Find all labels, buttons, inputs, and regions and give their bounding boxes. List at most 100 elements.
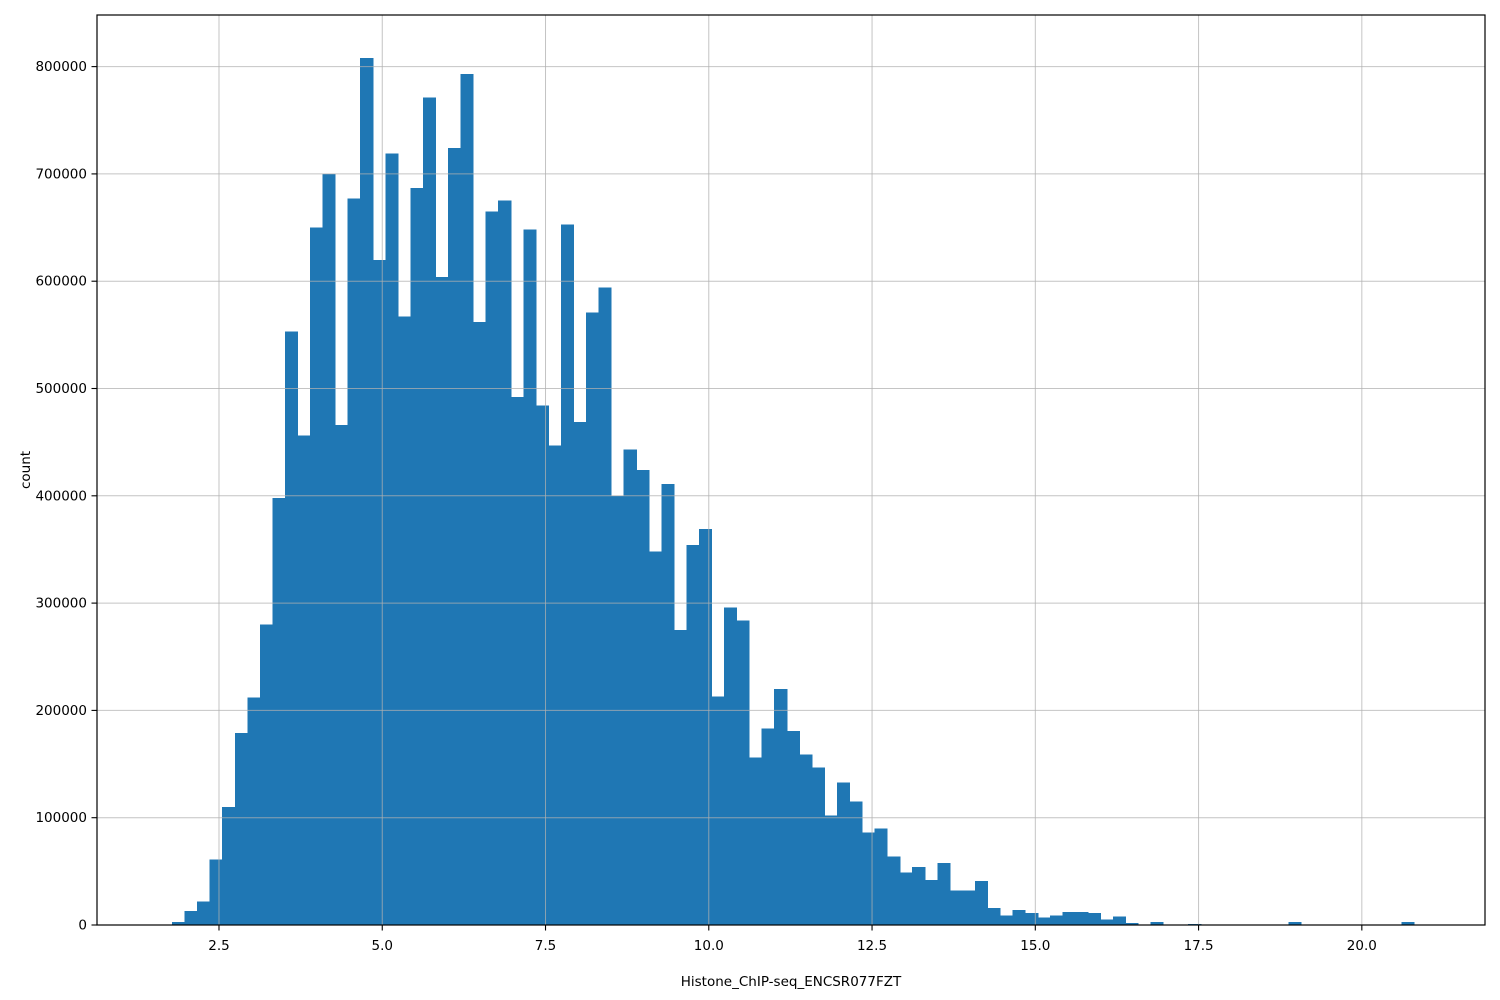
y-tick-label: 300000 xyxy=(35,596,87,612)
histogram-bar xyxy=(310,227,324,925)
histogram-bar xyxy=(322,173,336,925)
x-tick-label: 2.5 xyxy=(208,938,229,954)
histogram-bar xyxy=(510,397,524,926)
y-tick-label: 200000 xyxy=(35,703,87,719)
x-axis-label: Histone_ChIP-seq_ENCSR077FZT xyxy=(681,974,902,990)
histogram-bar xyxy=(874,828,888,925)
histogram-bar xyxy=(1050,915,1064,925)
histogram-bar xyxy=(799,754,813,925)
histogram-bar xyxy=(1288,921,1302,925)
histogram-bar xyxy=(974,881,989,925)
histogram-bar xyxy=(636,470,650,925)
histogram-bar xyxy=(1075,912,1089,925)
x-tick-label: 17.5 xyxy=(1184,938,1214,954)
histogram-bar xyxy=(862,832,876,925)
histogram-bar xyxy=(234,732,248,925)
histogram-bar xyxy=(172,921,186,925)
histogram-bar xyxy=(598,287,612,925)
histogram-bar xyxy=(222,806,236,925)
histogram-bar xyxy=(1150,921,1164,925)
y-tick-label: 0 xyxy=(78,918,87,934)
histogram-bar xyxy=(912,867,926,925)
histogram-bar xyxy=(1125,922,1139,925)
histogram-bar xyxy=(761,728,775,925)
histogram-bar xyxy=(410,187,424,926)
histogram-bar xyxy=(962,890,976,925)
histogram-bar xyxy=(1037,917,1051,925)
y-tick-label: 600000 xyxy=(35,274,87,290)
histogram-bar xyxy=(573,421,587,925)
histogram-bar xyxy=(1112,916,1127,925)
histogram-bar xyxy=(724,607,738,925)
histogram-bar xyxy=(473,321,487,926)
y-axis-label: count xyxy=(18,451,34,489)
histogram-bar xyxy=(1000,915,1014,925)
histogram-bar xyxy=(422,97,437,926)
histogram-bar xyxy=(648,551,662,925)
histogram-bar xyxy=(560,224,575,926)
histogram-bar xyxy=(360,58,374,925)
histogram-bar xyxy=(1401,921,1415,925)
histogram-bar xyxy=(498,200,512,926)
histogram-bar xyxy=(297,435,311,925)
histogram-bar xyxy=(335,424,349,925)
histogram-bar xyxy=(535,405,549,925)
histogram-bar xyxy=(887,856,901,925)
y-tick-label: 800000 xyxy=(35,59,87,75)
histogram-bar xyxy=(523,229,537,925)
histogram-bar xyxy=(949,890,963,925)
histogram-bar xyxy=(623,449,637,925)
histogram-bar xyxy=(372,259,386,925)
histogram-bar xyxy=(686,545,700,925)
histogram-bar xyxy=(786,730,800,925)
plot-border xyxy=(96,14,1486,926)
histogram-bar xyxy=(485,211,499,925)
y-tick-label: 400000 xyxy=(35,488,87,504)
histogram-bar xyxy=(1025,913,1039,925)
histogram-bar xyxy=(673,629,687,925)
histogram-bar xyxy=(448,148,462,925)
labels-layer: Histone_ChIP-seq_ENCSR077FZT count 2.5 5.… xyxy=(18,59,1377,990)
histogram-bar xyxy=(698,529,713,925)
histogram-bar xyxy=(460,74,474,926)
histogram-bar xyxy=(385,153,399,925)
histogram-bar xyxy=(937,862,951,925)
histogram-bar xyxy=(774,688,788,925)
x-tick-label: 20.0 xyxy=(1347,938,1377,954)
x-tick-label: 7.5 xyxy=(535,938,556,954)
y-tick-label: 500000 xyxy=(35,381,87,397)
bars-layer xyxy=(172,58,1415,926)
histogram-bar xyxy=(184,911,198,925)
y-tick-label: 700000 xyxy=(35,166,87,182)
histogram-bar xyxy=(1062,912,1076,925)
histogram-bar xyxy=(259,624,273,925)
histogram-bar xyxy=(899,872,913,925)
histogram-bar xyxy=(711,696,725,925)
histogram-bar xyxy=(1100,919,1114,925)
y-tick-label: 100000 xyxy=(35,810,87,826)
histogram-bar xyxy=(987,907,1001,925)
x-tick-label: 12.5 xyxy=(857,938,887,954)
histogram-bar xyxy=(749,757,763,925)
histogram-bar xyxy=(824,815,838,925)
histogram-bar xyxy=(736,620,750,925)
histogram-bar xyxy=(811,767,825,925)
histogram-bar xyxy=(284,331,299,925)
histogram-bar xyxy=(1012,909,1026,925)
histogram-bar xyxy=(209,859,223,925)
axes-layer xyxy=(91,14,1486,931)
histogram-bar xyxy=(347,198,361,926)
histogram-bar xyxy=(836,782,851,925)
histogram-bar xyxy=(548,445,562,925)
histogram-bar xyxy=(272,497,286,925)
histogram-bar xyxy=(397,316,411,925)
histogram-bar xyxy=(247,697,261,925)
x-tick-label: 15.0 xyxy=(1020,938,1050,954)
histogram-bar xyxy=(197,901,211,925)
histogram-bar xyxy=(1087,913,1101,925)
x-tick-label: 10.0 xyxy=(694,938,724,954)
histogram-bar xyxy=(924,879,938,925)
histogram-bar xyxy=(586,312,600,925)
